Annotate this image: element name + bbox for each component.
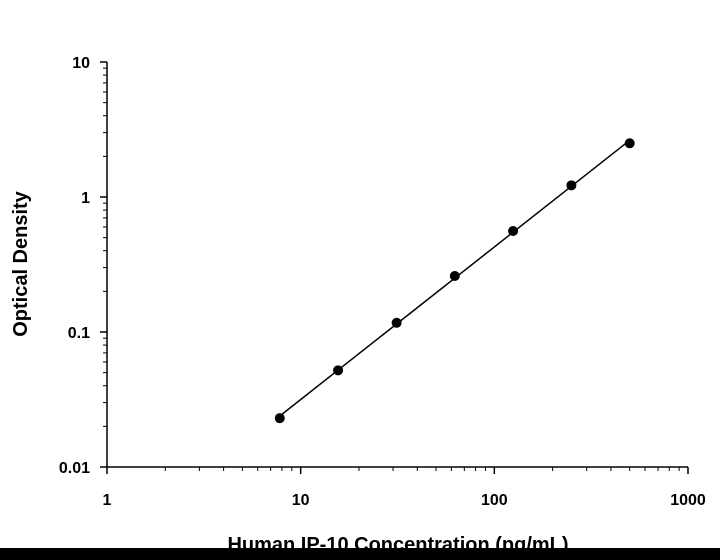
y-tick-label: 0.01 (59, 460, 90, 477)
x-tick-label: 1000 (670, 492, 706, 509)
data-point (508, 225, 519, 236)
axes (100, 61, 689, 474)
tick-labels: 1 10 100 1000 0.01 0.1 1 10 (59, 55, 706, 509)
data-points (274, 138, 635, 424)
x-tick-label: 10 (292, 492, 310, 509)
bottom-edge-bar (0, 548, 720, 560)
y-tick-label: 10 (72, 55, 90, 72)
minor-ticks (103, 67, 680, 471)
data-point (566, 180, 577, 191)
data-point (449, 270, 460, 281)
y-axis-title: Optical Density (10, 190, 32, 336)
x-tick-label: 100 (481, 492, 508, 509)
data-point (624, 138, 635, 149)
data-point (333, 365, 344, 376)
y-tick-label: 1 (81, 190, 90, 207)
y-tick-label: 0.1 (68, 325, 90, 342)
data-point (274, 413, 285, 424)
data-point (391, 317, 402, 328)
x-tick-label: 1 (103, 492, 112, 509)
